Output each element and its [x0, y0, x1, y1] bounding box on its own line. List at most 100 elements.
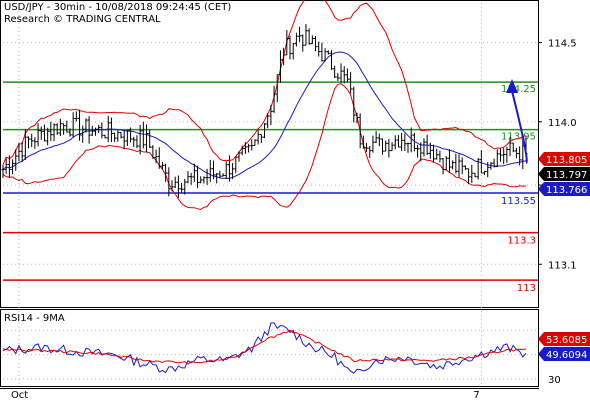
price-bar [103, 134, 107, 139]
price-bar [39, 126, 43, 140]
price-bar [390, 142, 394, 152]
price-bar [154, 149, 158, 164]
price-bar [250, 139, 254, 151]
price-bar [307, 28, 311, 45]
price-bar [333, 65, 337, 78]
price-bar [355, 112, 359, 124]
level-label-113.3: 113.3 [507, 236, 536, 247]
price-bar [119, 132, 123, 139]
price-bar [78, 109, 82, 141]
price-bar [145, 124, 149, 153]
level-label-113.95: 113.95 [501, 132, 536, 143]
price-bar [93, 127, 97, 136]
chart-subtitle: Research © TRADING CENTRAL [4, 14, 161, 25]
price-bar [1, 164, 5, 179]
price-bar [495, 149, 499, 168]
price-tag-label-lower_band: 113.766 [546, 185, 587, 196]
price-bar [65, 120, 69, 133]
price-bar [514, 147, 518, 159]
price-bar [90, 125, 94, 136]
price-bar [11, 159, 15, 175]
level-label-113.55: 113.55 [501, 196, 536, 207]
price-bar [176, 175, 180, 198]
price-bar [243, 141, 247, 154]
price-bar [7, 155, 11, 178]
price-bar [444, 156, 448, 171]
price-bar [435, 148, 439, 160]
price-bar [71, 112, 75, 138]
price-bar [349, 72, 353, 94]
price-bar [138, 124, 142, 155]
price-bar [266, 113, 270, 129]
rsi-line [2, 322, 527, 374]
y-tick-label: 114.5 [548, 39, 577, 50]
price-bar [247, 143, 251, 153]
price-bar [438, 150, 442, 163]
rsi-tag-label-rsi_red: 53.6085 [546, 335, 587, 346]
price-bar [253, 139, 257, 147]
price-bar [502, 147, 506, 165]
price-bar [374, 130, 378, 144]
price-bar [167, 167, 171, 197]
price-bar [489, 162, 493, 170]
price-bar [447, 148, 451, 173]
price-bar [393, 135, 397, 150]
forecast-arrow-head [506, 79, 518, 93]
price-bar [454, 153, 458, 174]
price-bar [218, 170, 222, 179]
price-bar [68, 128, 72, 137]
price-bar [256, 129, 260, 145]
price-bar [400, 132, 404, 152]
price-bar [42, 124, 46, 142]
price-bar [20, 141, 24, 162]
rsi-ma-line [2, 329, 527, 365]
price-bar [298, 26, 302, 42]
price-bar [62, 123, 66, 135]
price-bar [100, 122, 104, 139]
price-bar [132, 136, 136, 147]
price-bar [371, 135, 375, 153]
price-bar [113, 132, 117, 142]
main-plot-frame [0, 0, 539, 308]
price-bar [33, 137, 37, 149]
price-bar [106, 115, 110, 143]
price-bar [294, 32, 298, 47]
price-bar [202, 176, 206, 184]
price-bar [186, 171, 190, 184]
price-bar [384, 140, 388, 152]
price-bar [380, 138, 384, 155]
chart-title: USD/JPY - 30min - 10/08/2018 09:24:45 (C… [4, 2, 232, 13]
bollinger-upper-band [2, 0, 527, 165]
price-bar [116, 130, 120, 142]
y-tick-label: 113.1 [548, 260, 577, 271]
price-tag-lower_band [538, 182, 590, 196]
price-bar [358, 113, 362, 149]
price-bar [263, 123, 266, 138]
level-label-114.25: 114.25 [501, 84, 536, 95]
rsi-title: RSI14 - 9MA [4, 313, 65, 324]
price-bar [224, 161, 228, 179]
price-bar [231, 163, 235, 180]
price-bar [180, 182, 184, 193]
price-bar [240, 145, 244, 156]
price-bar [151, 145, 155, 159]
price-bar [428, 142, 432, 159]
price-bar [467, 168, 471, 184]
price-bar [518, 146, 522, 166]
rsi-tag-rsi_red [538, 332, 590, 346]
price-bar [387, 139, 391, 158]
price-bar [339, 63, 343, 83]
price-bar [419, 142, 423, 162]
price-bar [365, 142, 369, 153]
rsi-y-tick-label: 30 [548, 375, 561, 386]
price-bar [278, 50, 282, 83]
price-bar [285, 29, 289, 56]
x-tick-label: 7 [473, 390, 479, 400]
price-bar [406, 142, 410, 153]
price-bar [345, 68, 349, 83]
price-bar [74, 111, 78, 122]
price-bar [30, 133, 34, 148]
x-tick-label: Oct [11, 390, 28, 400]
price-bar [361, 135, 365, 149]
